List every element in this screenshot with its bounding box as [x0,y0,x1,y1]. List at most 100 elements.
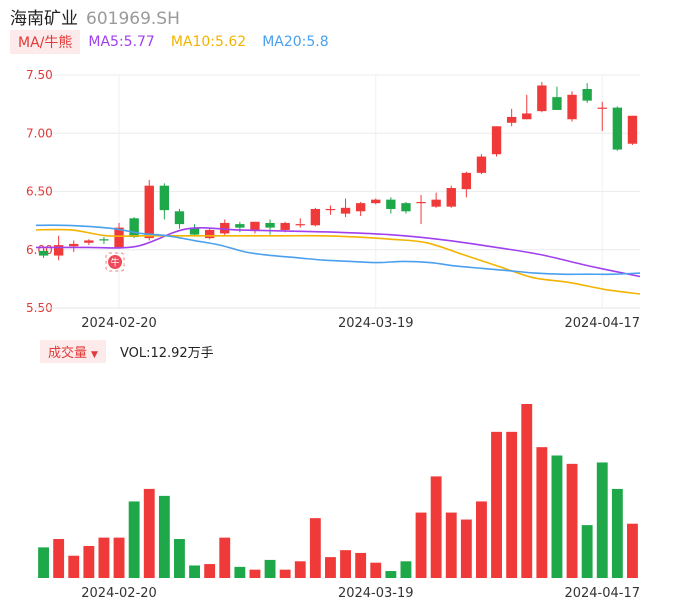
candle-body [53,245,64,256]
volume-bar [596,462,608,578]
candle-body [204,229,215,239]
candle-body [325,208,336,211]
ma20-legend: MA20:5.8 [262,34,329,50]
volume-bar [294,561,306,578]
volume-bar [521,404,533,578]
volume-legend: 成交量 ▼ VOL:12.92万手 [40,339,214,363]
candle-body [235,224,245,228]
candle-body [552,97,562,110]
volume-tag-label: 成交量 [48,345,88,361]
volume-bar [536,447,548,578]
volume-bar [385,571,397,578]
price-x-tick-label: 2024-03-19 [338,316,414,331]
volume-bar [83,545,95,578]
ma-indicator-selector[interactable]: MA/牛熊 [10,30,81,54]
candle-body [431,199,441,207]
y-tick-label: 7.50 [26,68,53,82]
volume-bar [309,518,321,578]
candle-body [220,222,230,234]
candle-body [250,221,260,232]
volume-bar [506,431,518,578]
volume-bar [143,488,155,578]
candle-body [189,227,200,235]
volume-value: VOL:12.92万手 [119,345,214,361]
volume-bar [219,537,231,578]
ma20-line [35,224,641,276]
candle-body [159,185,170,211]
ma10-line [35,228,641,295]
candle-body [295,224,305,226]
volume-bar [68,555,80,578]
volume-bar [113,537,125,578]
candle-body [265,222,275,228]
candle-body [129,218,139,237]
candle-body [506,116,517,123]
volume-bar [551,455,563,578]
candle-body [582,88,592,101]
y-tick-label: 6.50 [26,185,53,199]
ma10-legend: MA10:5.62 [170,34,247,50]
candle-body [446,188,456,207]
volume-bar [340,550,351,578]
volume-bar [581,525,593,578]
candle-body [114,227,124,248]
price-x-tick-label: 2024-02-20 [81,316,157,331]
volume-bar [128,501,140,578]
volume-bar [98,537,110,578]
volume-bar [249,569,261,578]
candle-body [461,172,472,190]
y-tick-label: 7.00 [26,126,53,140]
volume-bar [611,488,623,578]
volume-bar [189,565,200,578]
chevron-down-icon: ▼ [91,349,98,360]
marker-frame [105,252,125,272]
candle-body [371,199,381,204]
ma-legend: MA/牛熊 MA5:5.77 MA10:5.62 MA20:5.8 [10,30,345,54]
candle-body [144,185,154,239]
stock-code: 601969.SH [86,9,180,29]
marker-circle [108,255,123,269]
candle-body [69,243,79,247]
volume-bar [491,431,502,578]
candle-body [355,203,366,212]
volume-bar [627,523,638,578]
volume-x-tick-label: 2024-04-17 [564,586,640,601]
candle-body [476,156,487,173]
candle-body [280,222,290,230]
candle-body [340,207,351,214]
candle-body [386,199,396,209]
candle-body [401,203,411,212]
candle-body [537,85,547,112]
candle-body [174,211,185,225]
volume-bar [430,476,442,578]
volume-bar [415,512,427,578]
candle-body [99,239,109,241]
volume-bar [264,559,276,578]
volume-bar [158,495,170,578]
volume-bar [234,566,246,578]
stock-title: 海南矿业 601969.SH [10,4,180,29]
ma5-legend: MA5:5.77 [88,34,155,50]
volume-bar [370,562,382,578]
candle-body [612,107,623,150]
volume-x-tick-label: 2024-02-20 [81,586,157,601]
price-x-tick-label: 2024-04-17 [564,316,640,331]
volume-bar [204,564,216,578]
candle-body [597,107,607,109]
candle-body [38,250,49,256]
candle-body [627,115,638,144]
volume-bar [279,569,291,578]
volume-bar [355,552,367,578]
volume-bar [53,539,65,578]
volume-bar [566,463,578,578]
volume-bar [174,539,185,578]
volume-indicator-selector[interactable]: 成交量 ▼ [40,339,106,363]
candle-body [310,208,321,226]
volume-bar [400,561,412,578]
candle-body [522,113,532,120]
volume-bar [445,512,457,578]
candle-body [84,240,94,243]
volume-x-tick-label: 2024-03-19 [338,586,414,601]
volume-bar [38,547,49,578]
